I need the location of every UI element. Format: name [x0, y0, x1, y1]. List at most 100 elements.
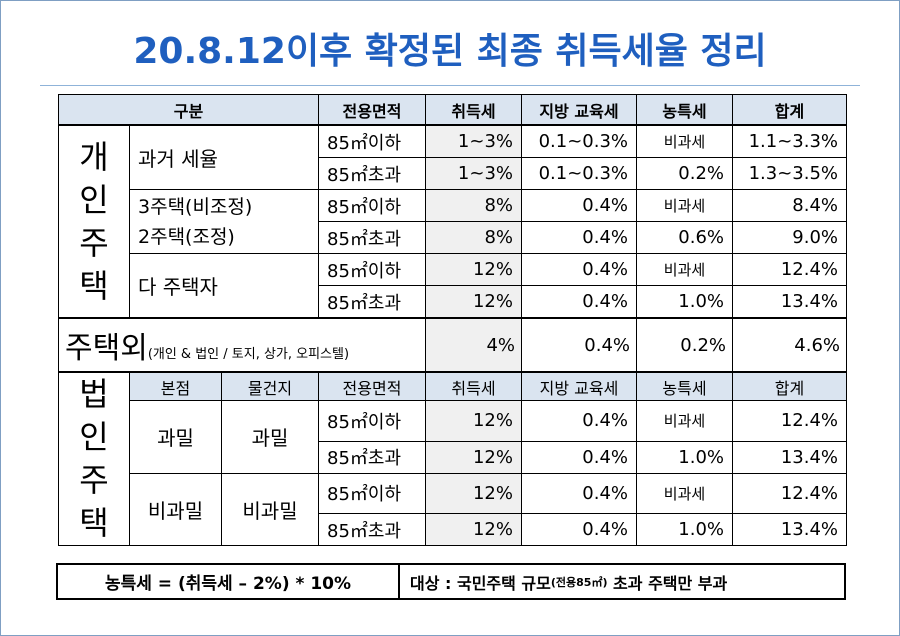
- rural-tax-cell: 0.2%: [636, 157, 733, 190]
- edu-tax-cell: 0.4%: [521, 400, 637, 442]
- total-cell: 12.4%: [732, 472, 847, 514]
- edu-tax-cell: 0.4%: [521, 513, 637, 546]
- page-title: 20.8.12이후 확정된 최종 취득세율 정리: [133, 31, 767, 72]
- acq-tax-cell: 12%: [425, 472, 522, 514]
- rural-tax-cell: 비과세: [636, 189, 733, 222]
- acq-tax-cell: 12%: [425, 400, 522, 442]
- table-row: 비과밀 비과밀 85㎡이하 12% 0.4% 비과세 12.4%: [59, 472, 847, 546]
- total-cell: 12.4%: [732, 253, 847, 286]
- header-edu-tax: 지방 교육세: [521, 94, 637, 126]
- edu-tax-cell: 0.4%: [521, 472, 637, 514]
- rural-tax-target: 대상 : 국민주택 규모 (전용85㎡) 초과 주택만 부과: [400, 565, 844, 598]
- header-acq-tax: 취득세: [425, 371, 522, 401]
- header-property: 물건지: [221, 371, 319, 401]
- non-housing-title: 주택외: [65, 331, 148, 366]
- table-row: 다 주택자 85㎡이하 12% 0.4% 비과세 12.4%: [59, 253, 847, 319]
- edu-tax-cell: 0.4%: [521, 317, 637, 373]
- non-housing-label: 주택외(개인 & 법인 / 토지, 상가, 오피스텔): [58, 317, 426, 373]
- header-acq-tax: 취득세: [425, 94, 522, 126]
- rural-tax-formula: 농특세 = (취득세 – 2%) * 10%: [58, 565, 400, 598]
- total-cell: 8.4%: [732, 189, 847, 222]
- acq-tax-cell: 8%: [425, 189, 522, 222]
- non-housing-note: (개인 & 법인 / 토지, 상가, 오피스텔): [147, 347, 350, 362]
- edu-tax-cell: 0.1~0.3%: [521, 124, 637, 158]
- acq-tax-cell: 12%: [425, 513, 522, 546]
- edu-tax-cell: 0.1~0.3%: [521, 157, 637, 190]
- header-total: 합계: [732, 371, 847, 401]
- edu-tax-cell: 0.4%: [521, 285, 637, 319]
- rural-tax-cell: 1.0%: [636, 440, 733, 474]
- total-cell: 1.3~3.5%: [732, 157, 847, 190]
- area-cell: 85㎡이하: [318, 253, 426, 286]
- header-category: 구분: [58, 94, 319, 126]
- edu-tax-cell: 0.4%: [521, 253, 637, 286]
- hq-cell: 과밀: [129, 400, 222, 474]
- individual-housing-label: 개 인 주 택: [58, 124, 130, 319]
- rural-tax-cell: 0.2%: [636, 317, 733, 373]
- total-cell: 4.6%: [732, 317, 847, 373]
- rural-tax-cell: 비과세: [636, 400, 733, 442]
- title-divider: [40, 85, 860, 86]
- table-row: 개 인 주 택 과거 세율 85㎡이하 1~3% 0.1~0.3% 비과세 1.…: [58, 124, 847, 319]
- category-multi-home: 3주택(비조정) 2주택(조정): [129, 189, 319, 254]
- total-cell: 12.4%: [732, 400, 847, 442]
- target-prefix: 대상 : 국민주택 규모: [410, 573, 551, 593]
- area-cell: 85㎡이하: [318, 124, 426, 158]
- header-area: 전용면적: [318, 94, 426, 126]
- target-suffix: 초과 주택만 부과: [607, 573, 728, 593]
- area-cell: 85㎡이하: [318, 189, 426, 222]
- rural-tax-cell: 0.6%: [636, 221, 733, 254]
- table-header-row: 구분 전용면적 취득세 지방 교육세 농특세 합계: [58, 94, 847, 126]
- category-multi-home-owner: 다 주택자: [129, 253, 319, 319]
- rural-tax-cell: 1.0%: [636, 285, 733, 319]
- table-row: 85㎡초과 8% 0.4% 0.6% 9.0%: [59, 221, 847, 254]
- area-cell: 85㎡초과: [318, 440, 426, 474]
- acq-tax-cell: 8%: [425, 221, 522, 254]
- acq-tax-cell: 1~3%: [425, 157, 522, 190]
- property-cell: 과밀: [221, 400, 319, 474]
- acq-tax-cell: 4%: [425, 317, 522, 373]
- header-hq: 본점: [129, 371, 222, 401]
- category-past-rates: 과거 세율: [129, 124, 319, 190]
- total-cell: 13.4%: [732, 513, 847, 546]
- acq-tax-cell: 12%: [425, 440, 522, 474]
- total-cell: 13.4%: [732, 285, 847, 319]
- area-cell: 85㎡초과: [318, 285, 426, 319]
- area-cell: 85㎡이하: [318, 400, 426, 442]
- total-cell: 1.1~3.3%: [732, 124, 847, 158]
- header-total: 합계: [732, 94, 847, 126]
- edu-tax-cell: 0.4%: [521, 440, 637, 474]
- header-rural-tax: 농특세: [636, 371, 733, 401]
- edu-tax-cell: 0.4%: [521, 189, 637, 222]
- area-cell: 85㎡초과: [318, 513, 426, 546]
- area-cell: 85㎡이하: [318, 472, 426, 514]
- hq-cell: 비과밀: [129, 472, 222, 546]
- header-edu-tax: 지방 교육세: [521, 371, 637, 401]
- corporate-header-row: 법 인 주 택 본점 물건지 전용면적 취득세 지방 교육세 농특세 합계: [58, 371, 847, 546]
- rural-tax-cell: 비과세: [636, 253, 733, 286]
- rural-tax-cell: 비과세: [636, 124, 733, 158]
- table-row: 과밀 과밀 85㎡이하 12% 0.4% 비과세 12.4%: [59, 400, 847, 474]
- target-small: (전용85㎡): [550, 575, 608, 589]
- rural-tax-cell: 1.0%: [636, 513, 733, 546]
- area-cell: 85㎡초과: [318, 157, 426, 190]
- table-row: 85㎡초과 12% 0.4% 1.0% 13.4%: [59, 513, 847, 546]
- tax-rate-table: 구분 전용면적 취득세 지방 교육세 농특세 합계 개 인 주 택 과거 세율 …: [58, 94, 847, 546]
- edu-tax-cell: 0.4%: [521, 221, 637, 254]
- table-row: 3주택(비조정) 2주택(조정) 85㎡이하 8% 0.4% 비과세 8.4%: [59, 189, 847, 254]
- corporate-housing-label: 법 인 주 택: [58, 371, 130, 546]
- table-row: 85㎡초과 12% 0.4% 1.0% 13.4%: [59, 440, 847, 474]
- table-row-non-housing: 주택외(개인 & 법인 / 토지, 상가, 오피스텔) 4% 0.4% 0.2%…: [58, 317, 847, 373]
- header-area: 전용면적: [318, 371, 426, 401]
- header-rural-tax: 농특세: [636, 94, 733, 126]
- table-row: 85㎡초과 12% 0.4% 1.0% 13.4%: [59, 285, 847, 319]
- total-cell: 13.4%: [732, 440, 847, 474]
- acq-tax-cell: 12%: [425, 285, 522, 319]
- rural-tax-cell: 비과세: [636, 472, 733, 514]
- acq-tax-cell: 1~3%: [425, 124, 522, 158]
- total-cell: 9.0%: [732, 221, 847, 254]
- area-cell: 85㎡초과: [318, 221, 426, 254]
- acq-tax-cell: 12%: [425, 253, 522, 286]
- footer-notes: 농특세 = (취득세 – 2%) * 10% 대상 : 국민주택 규모 (전용85…: [56, 563, 846, 600]
- property-cell: 비과밀: [221, 472, 319, 546]
